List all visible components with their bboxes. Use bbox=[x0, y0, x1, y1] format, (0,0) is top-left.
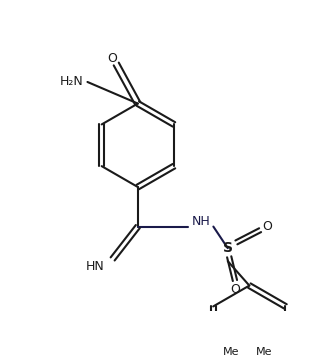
Text: O: O bbox=[262, 220, 272, 233]
Text: Me: Me bbox=[223, 347, 239, 357]
Text: NH: NH bbox=[192, 215, 211, 228]
Text: H₂N: H₂N bbox=[60, 75, 83, 88]
Text: O: O bbox=[230, 283, 240, 296]
Text: S: S bbox=[223, 241, 233, 255]
Text: HN: HN bbox=[85, 260, 104, 273]
Text: O: O bbox=[108, 52, 118, 66]
Text: Me: Me bbox=[256, 347, 272, 357]
